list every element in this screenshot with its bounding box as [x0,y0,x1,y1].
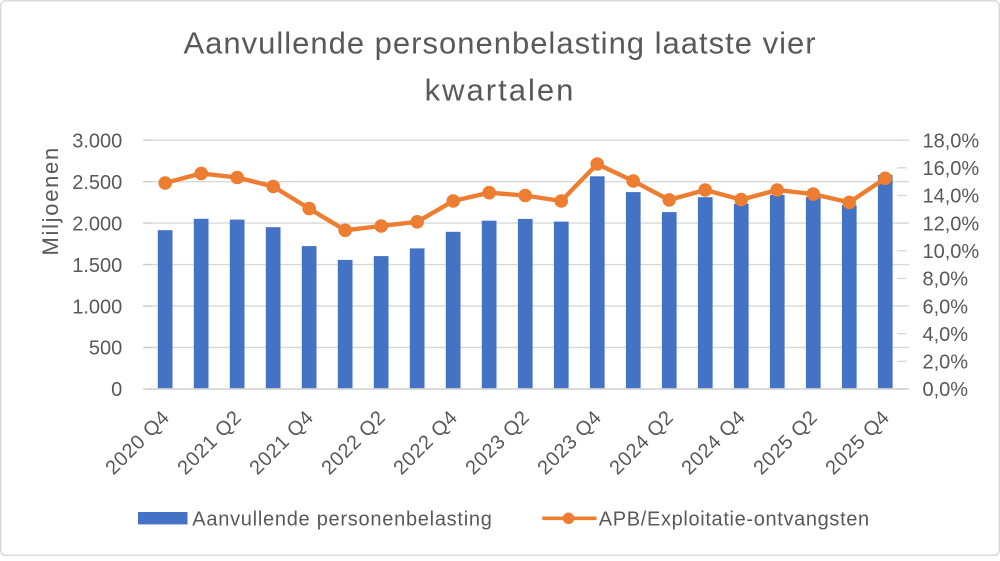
svg-text:12,0%: 12,0% [923,213,980,235]
svg-text:APB/Exploitatie-ontvangsten: APB/Exploitatie-ontvangsten [599,508,870,530]
svg-text:16,0%: 16,0% [923,158,980,180]
svg-text:14,0%: 14,0% [923,186,980,208]
svg-text:0,0%: 0,0% [923,379,969,401]
svg-text:500: 500 [89,338,122,360]
svg-text:4,0%: 4,0% [923,324,969,346]
svg-text:0: 0 [111,379,122,401]
svg-text:1.500: 1.500 [72,255,122,277]
svg-text:18,0%: 18,0% [923,130,980,152]
svg-text:2.000: 2.000 [72,213,122,235]
svg-text:Aanvullende personenbelasting: Aanvullende personenbelasting [192,508,492,530]
svg-text:kwartalen: kwartalen [425,73,576,108]
svg-text:Miljoenen: Miljoenen [38,146,63,255]
svg-text:8,0%: 8,0% [923,269,969,291]
svg-text:2.500: 2.500 [72,172,122,194]
svg-text:2,0%: 2,0% [923,352,969,374]
svg-text:3.000: 3.000 [72,130,122,152]
svg-text:10,0%: 10,0% [923,241,980,263]
svg-text:1.000: 1.000 [72,296,122,318]
svg-text:Aanvullende personenbelasting: Aanvullende personenbelasting laatste vi… [183,26,816,61]
svg-text:6,0%: 6,0% [923,296,969,318]
